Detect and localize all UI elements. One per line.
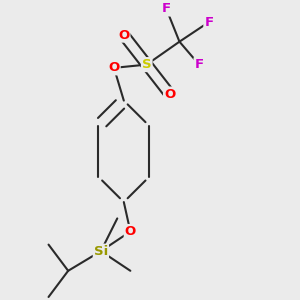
- Text: Si: Si: [94, 245, 108, 258]
- Text: F: F: [204, 16, 214, 28]
- Text: F: F: [162, 2, 171, 15]
- Text: S: S: [142, 58, 152, 71]
- Text: O: O: [118, 28, 129, 42]
- Text: O: O: [108, 61, 120, 74]
- Text: F: F: [194, 58, 204, 71]
- Text: O: O: [164, 88, 175, 100]
- Text: O: O: [125, 225, 136, 238]
